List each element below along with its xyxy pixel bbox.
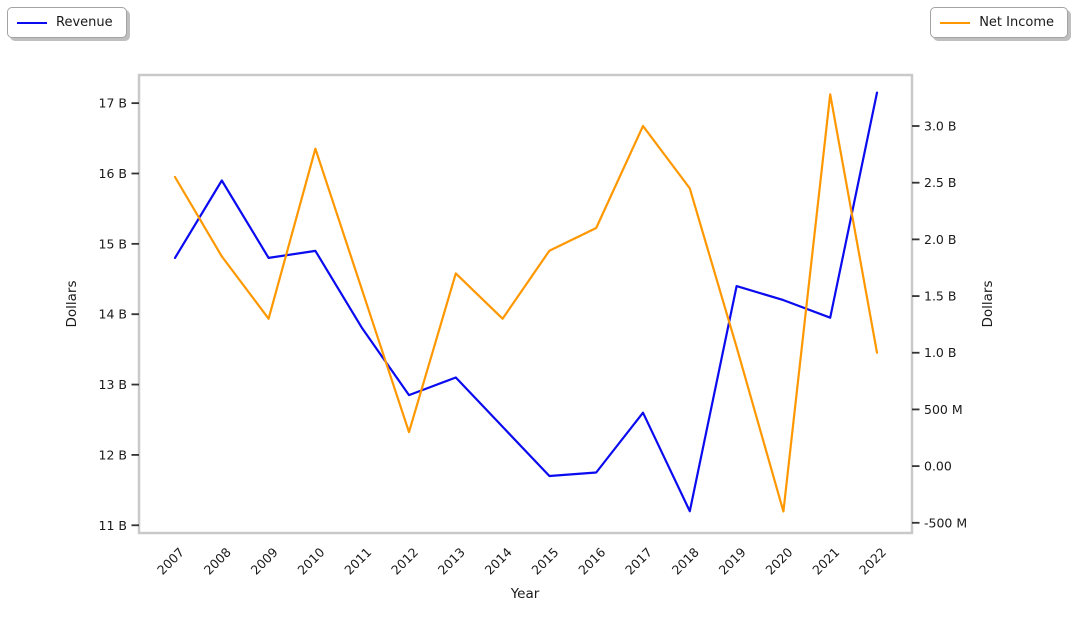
legend-revenue-label: Revenue [56, 15, 113, 30]
right-tick-label: 2.0 B [924, 232, 956, 247]
right-tick-label: 0.00 [924, 459, 952, 474]
x-tick-label: 2022 [856, 545, 889, 578]
x-tick-label: 2011 [341, 545, 374, 578]
x-tick-label: 2007 [154, 545, 187, 578]
net-income-line [173, 93, 879, 513]
left-tick-label: 14 B [99, 307, 127, 322]
plot-border [137, 73, 914, 535]
net-income-line-swatch [940, 21, 971, 24]
right-tick-label: 3.0 B [924, 119, 956, 134]
revenue-line [173, 91, 879, 513]
x-tick-label: 2010 [294, 544, 327, 577]
right-tick-label: 1.5 B [924, 289, 956, 304]
legend-revenue: Revenue [7, 7, 127, 38]
right-tick-label: 1.0 B [924, 345, 956, 360]
right-axis-title: Dollars [980, 280, 996, 327]
x-tick-label: 2009 [248, 544, 281, 577]
right-tick-label: -500 M [924, 515, 967, 530]
right-tick-label: 500 M [924, 402, 963, 417]
left-tick-label: 12 B [99, 447, 127, 462]
left-tick-label: 15 B [99, 236, 127, 251]
x-tick-label: 2018 [669, 544, 702, 577]
right-tick-label: 2.5 B [924, 175, 956, 190]
left-tick-label: 17 B [99, 96, 127, 111]
left-tick-label: 16 B [99, 166, 127, 181]
revenue-line-swatch [17, 21, 47, 24]
x-tick-label: 2013 [435, 545, 468, 578]
legend-net-income-label: Net Income [979, 15, 1054, 30]
left-tick-label: 11 B [99, 518, 127, 533]
x-tick-label: 2021 [809, 545, 842, 578]
x-tick-label: 2017 [622, 545, 655, 578]
x-tick-label: 2019 [716, 544, 749, 577]
x-tick-label: 2020 [762, 544, 795, 577]
x-tick-label: 2016 [575, 544, 608, 577]
legend-net-income: Net Income [930, 7, 1068, 38]
x-tick-label: 2012 [388, 545, 421, 578]
x-tick-label: 2014 [482, 544, 515, 577]
x-axis-title: Year [510, 586, 540, 602]
left-tick-label: 13 B [99, 377, 127, 392]
x-tick-label: 2008 [201, 544, 234, 577]
x-tick-label: 2015 [528, 545, 561, 578]
left-axis-title: Dollars [64, 280, 80, 327]
